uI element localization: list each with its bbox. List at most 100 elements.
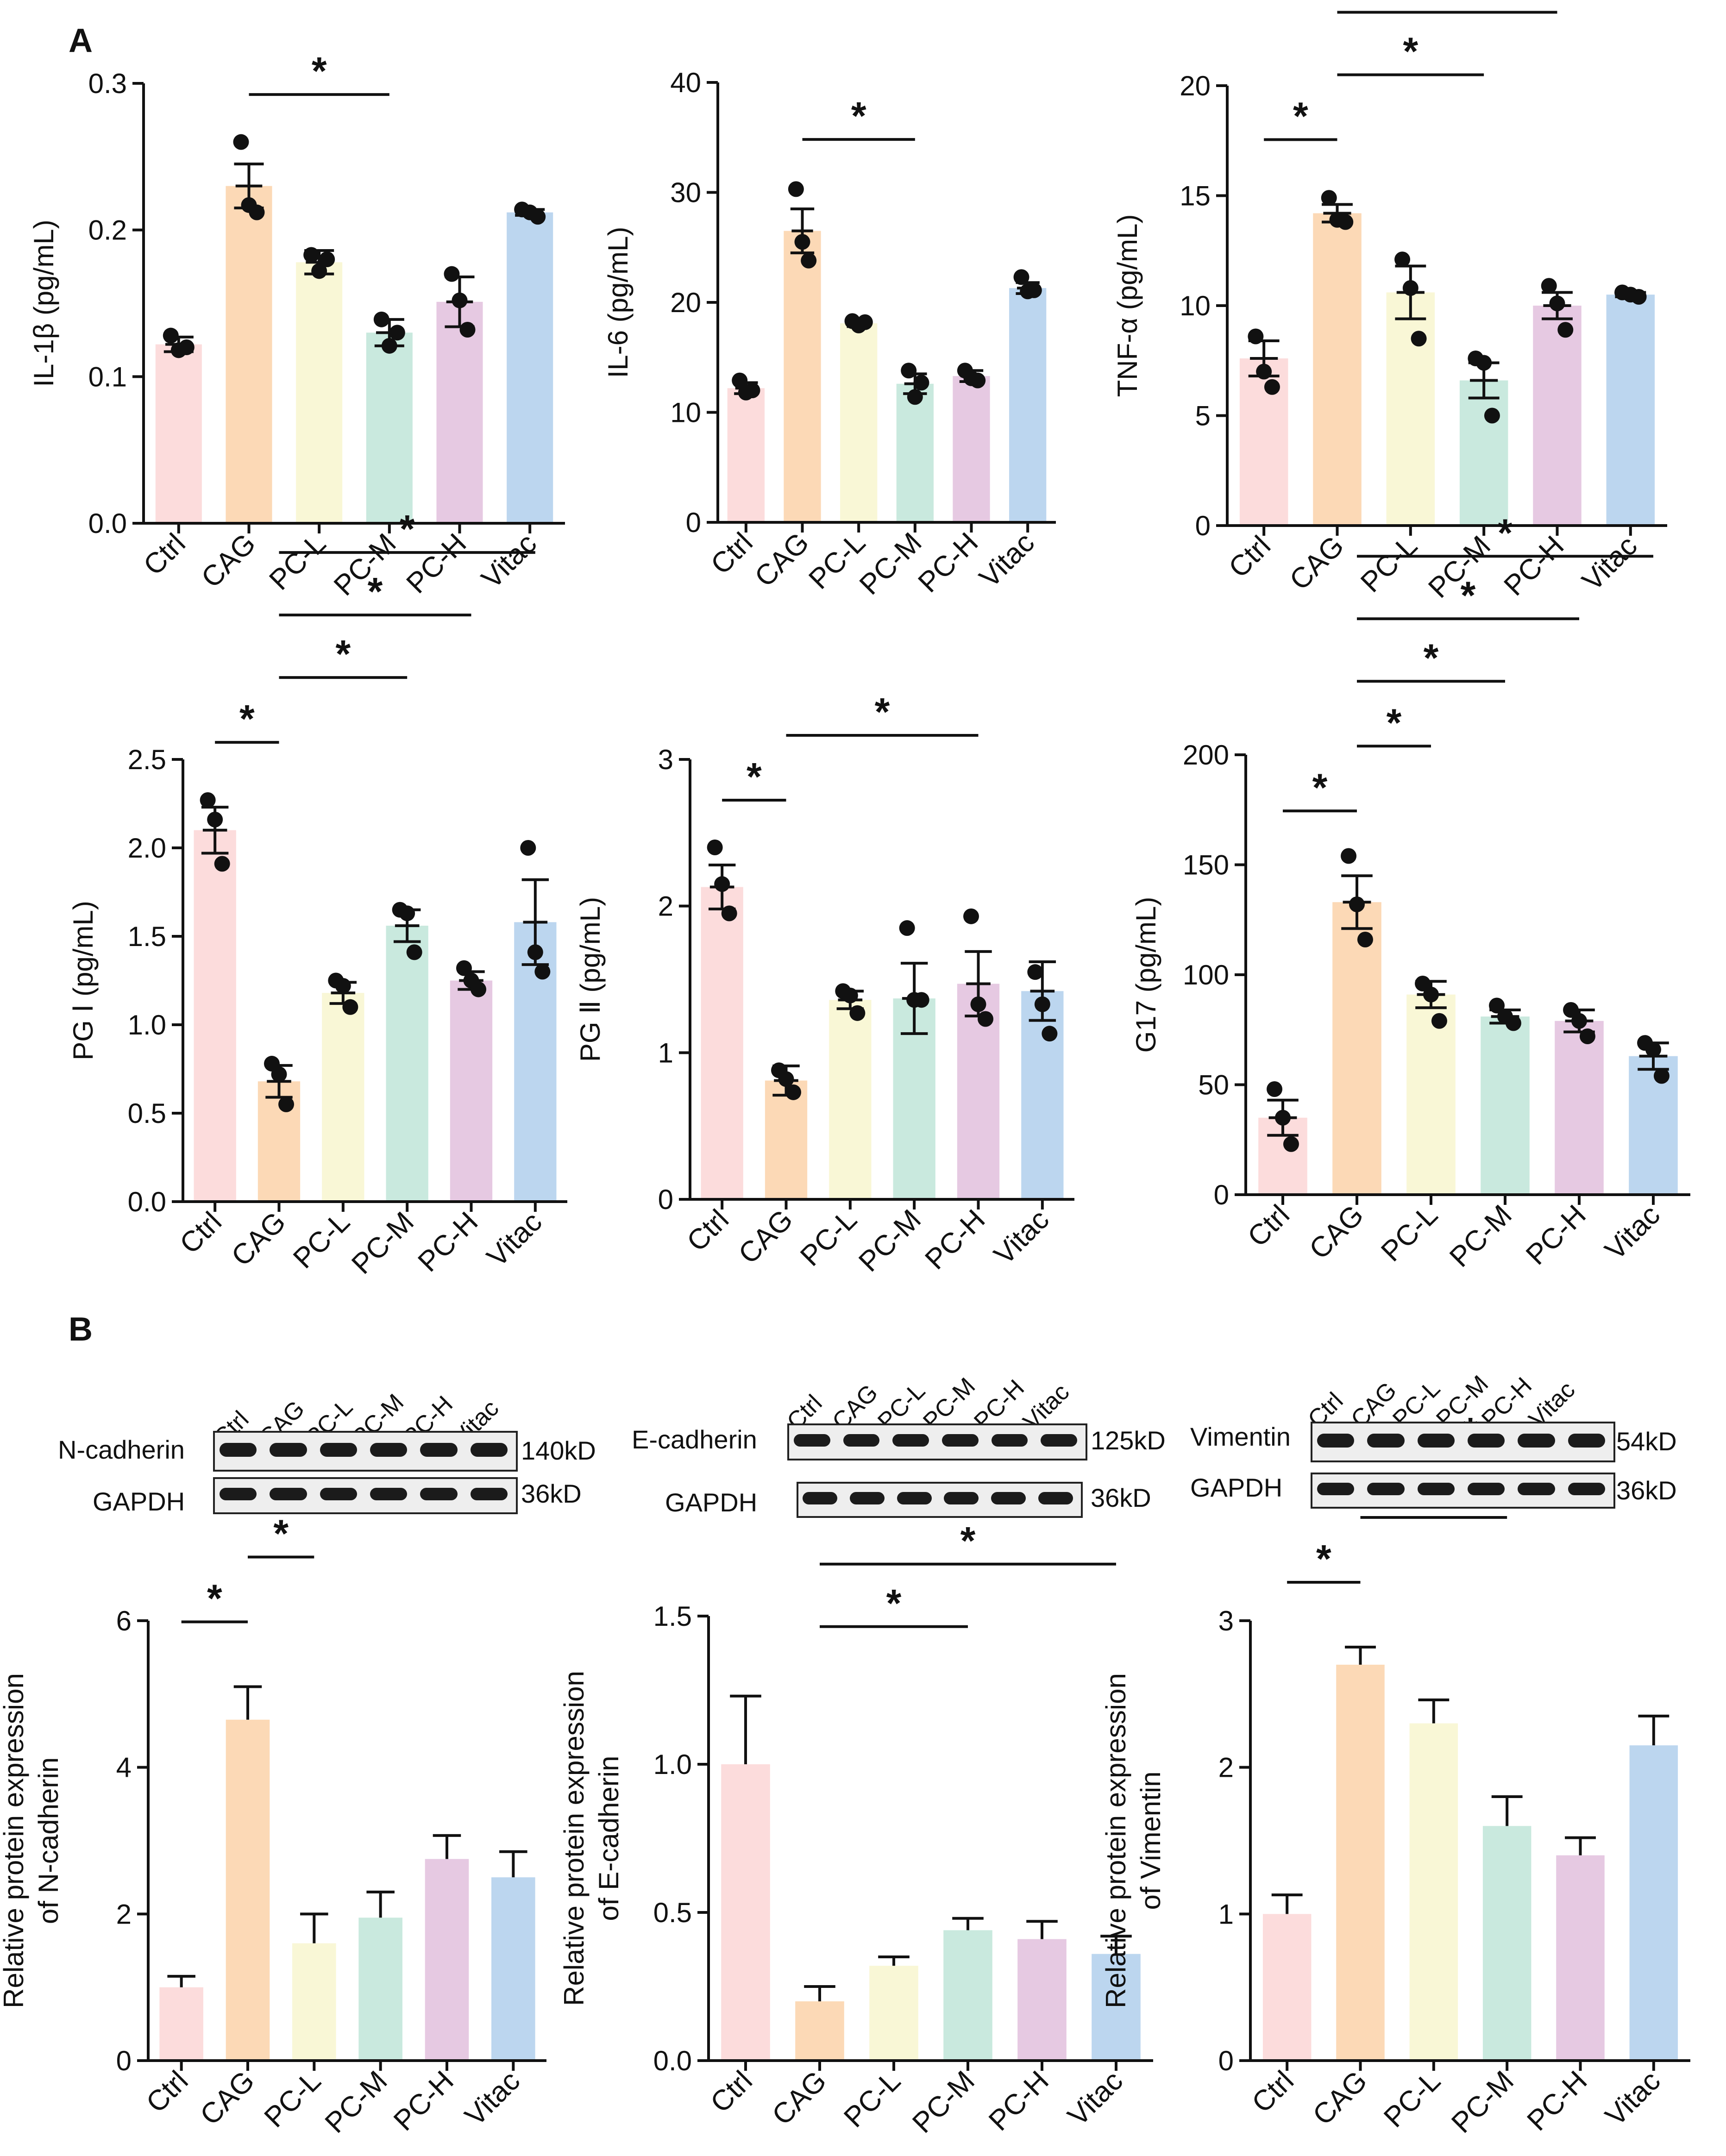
blot-strip — [1311, 1422, 1615, 1462]
blot-e-cadherin: Ctrl CAG PC-L PC-M PC-H Vitac E-cadherin… — [602, 1334, 1204, 1537]
significance-star: * — [1498, 511, 1513, 554]
data-point — [1415, 976, 1431, 991]
y-tick-label: 4 — [116, 1752, 132, 1783]
bar — [159, 1987, 203, 2061]
data-point — [901, 363, 917, 379]
blot-band — [892, 1434, 929, 1447]
x-tick-label: CAG — [1303, 1199, 1370, 1266]
bar — [953, 376, 990, 522]
data-point — [907, 389, 923, 405]
x-tick-label: Vitac — [1599, 2065, 1666, 2132]
blot-strip — [1311, 1473, 1615, 1509]
x-tick-label: Ctrl — [138, 527, 192, 582]
y-axis-title: of N-cadherin — [33, 1757, 64, 1924]
blot-band — [1518, 1433, 1555, 1448]
blot-band — [270, 1488, 307, 1501]
bar — [840, 323, 878, 522]
x-tick-label: Ctrl — [1223, 530, 1277, 584]
x-tick-label: Ctrl — [1242, 1199, 1296, 1253]
bar — [896, 383, 934, 522]
data-point — [1549, 295, 1565, 312]
x-tick-label: PC-M — [853, 1203, 927, 1278]
x-tick-label: Vitac — [1061, 2065, 1129, 2132]
data-point — [913, 375, 929, 391]
data-point — [1423, 986, 1439, 1003]
data-point — [1264, 379, 1280, 395]
chart-ecad: Ctrl CAG PC-L PC-M PC-H Vitac 0.0 0.5 1.0 1.5 Rela… — [559, 1519, 1153, 2139]
bar — [358, 1918, 402, 2061]
bar — [1239, 358, 1288, 526]
bar — [366, 332, 413, 523]
x-tick-label: CAG — [194, 2065, 261, 2131]
y-tick-label: 1 — [658, 1037, 673, 1068]
x-tick-label: Vitac — [1576, 530, 1643, 597]
bar — [1009, 288, 1047, 522]
y-tick-label: 0.0 — [128, 1186, 166, 1217]
data-point — [1341, 848, 1357, 864]
x-tick-label: PC-H — [412, 1206, 484, 1278]
blot-band — [320, 1488, 357, 1501]
y-tick-label: 5 — [1195, 401, 1211, 432]
bar — [1409, 1723, 1458, 2061]
significance-star: * — [1440, 0, 1455, 11]
significance-star: * — [1316, 1537, 1331, 1580]
y-tick-label: 10 — [670, 397, 701, 428]
significance-star: * — [747, 755, 762, 798]
x-tick-label: PC-H — [983, 2065, 1055, 2137]
x-tick-label: Vitac — [476, 527, 543, 595]
data-point — [1337, 214, 1354, 230]
x-tick-label: PC-L — [258, 2065, 327, 2134]
significance-star: * — [1312, 765, 1328, 809]
data-point — [381, 338, 397, 354]
blot-band — [470, 1442, 508, 1457]
blot-size-label: 36kD — [521, 1479, 582, 1508]
data-point — [1027, 964, 1043, 980]
blot-size-label: 140kD — [521, 1436, 596, 1465]
bar — [1313, 213, 1362, 526]
data-point — [452, 292, 468, 308]
data-point — [721, 905, 737, 921]
blot-band — [370, 1442, 408, 1457]
blot-band — [1518, 1483, 1555, 1495]
y-axis-title: PG Ⅰ (pg/mL) — [68, 901, 99, 1060]
data-point — [1357, 932, 1373, 947]
bar — [507, 212, 553, 524]
data-point — [1349, 896, 1365, 912]
bar — [1021, 991, 1064, 1199]
bar — [1482, 1826, 1531, 2061]
bar — [765, 1080, 808, 1199]
data-point — [707, 840, 723, 855]
x-tick-label: PC-L — [1378, 2065, 1447, 2134]
blot-band — [991, 1434, 1028, 1447]
blot-size-label: 36kD — [1616, 1476, 1677, 1505]
significance-star: * — [239, 697, 255, 740]
data-point — [406, 944, 422, 960]
blot-band — [370, 1488, 408, 1501]
x-tick-label: PC-M — [854, 526, 928, 601]
data-point — [1505, 1015, 1521, 1031]
data-point — [207, 811, 223, 827]
data-point — [1411, 331, 1427, 347]
blot-band — [1317, 1483, 1355, 1495]
data-point — [456, 960, 472, 976]
y-tick-label: 20 — [1180, 70, 1211, 101]
data-point — [444, 266, 460, 282]
data-point — [714, 876, 730, 892]
data-point — [732, 372, 748, 389]
blot-n-cadherin: Ctrl CAG PC-L PC-M PC-H Vitac N-cadherin… — [0, 1334, 602, 1537]
y-tick-label: 0.1 — [88, 361, 127, 392]
data-point — [399, 905, 415, 921]
blot-size-label: 125kD — [1091, 1426, 1166, 1455]
x-tick-label: Vitac — [988, 1203, 1055, 1271]
x-tick-label: Ctrl — [1246, 2065, 1300, 2119]
data-point — [1431, 1013, 1447, 1029]
bar — [1629, 1745, 1678, 2061]
y-tick-label: 0 — [1195, 510, 1211, 541]
data-point — [1541, 278, 1557, 294]
blot-size-label: 36kD — [1091, 1483, 1151, 1512]
chart-pg1: CtrlCAGPC-LPC-MPC-HVitac0.00.51.01.52.02… — [68, 507, 567, 1280]
y-tick-label: 0.0 — [653, 2045, 692, 2076]
bar — [1262, 1914, 1312, 2061]
